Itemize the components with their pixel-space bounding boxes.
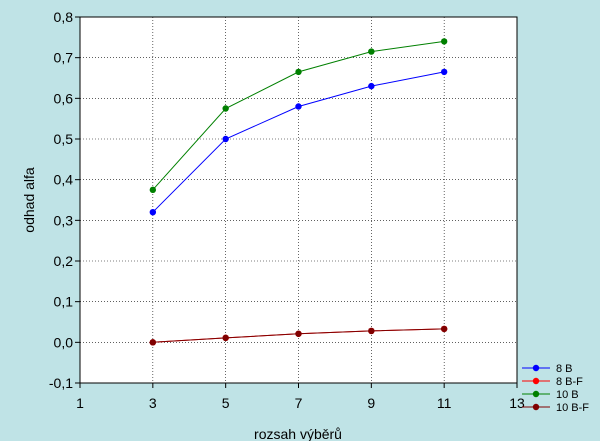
- legend-label: 10 B-F: [556, 402, 589, 414]
- legend-item: 8 B-F: [522, 376, 583, 388]
- y-tick-label: 0,7: [54, 50, 74, 66]
- data-point: [149, 339, 157, 346]
- data-point: [368, 327, 375, 335]
- legend-marker: [532, 364, 540, 372]
- data-point: [368, 82, 375, 90]
- x-tick-label: 11: [437, 395, 452, 411]
- x-tick-label: 7: [295, 395, 303, 411]
- y-axis-label: odhad alfa: [21, 167, 37, 233]
- y-tick-label: 0,4: [54, 172, 74, 188]
- series-10-b: [149, 38, 448, 194]
- legend-item: 10 B-F: [522, 402, 589, 414]
- x-tick-label: 13: [509, 395, 525, 411]
- y-tick-label: -0,1: [49, 375, 73, 391]
- y-tick-label: 0,6: [54, 90, 74, 106]
- y-axis-ticks: -0,1 0,0 0,1 0,2 0,3 0,4 0,5 0,6 0,7 0,8: [49, 9, 80, 391]
- y-tick-label: 0,2: [54, 253, 74, 269]
- x-tick-label: 1: [76, 395, 84, 411]
- y-tick-label: 0,3: [54, 212, 74, 228]
- legend-label: 8 B: [556, 363, 573, 375]
- series-10-b-f: [149, 325, 448, 346]
- data-point: [440, 325, 448, 333]
- data-point: [295, 103, 302, 110]
- legend-item: 8 B: [522, 363, 573, 375]
- data-point: [440, 38, 448, 45]
- y-tick-label: 0,8: [54, 9, 74, 25]
- legend-marker: [532, 403, 540, 411]
- x-axis-ticks: 1 3 5 7 9 11 13: [76, 383, 525, 411]
- data-point: [295, 330, 302, 337]
- data-point: [440, 68, 448, 76]
- y-tick-label: 0,0: [54, 334, 74, 350]
- series-8-b: [149, 68, 448, 216]
- data-point: [222, 135, 229, 143]
- x-tick-label: 5: [222, 395, 230, 411]
- legend-label: 10 B: [556, 389, 579, 401]
- x-tick-label: 9: [367, 395, 375, 411]
- x-tick-label: 3: [149, 395, 157, 411]
- x-axis-label: rozsah výběrů: [254, 426, 342, 441]
- series-group: [149, 38, 448, 346]
- data-point: [149, 209, 157, 216]
- legend-item: 10 B: [522, 389, 579, 401]
- legend-marker: [532, 377, 540, 385]
- data-point: [295, 68, 302, 76]
- legend-marker: [532, 390, 540, 398]
- legend-label: 8 B-F: [556, 376, 583, 388]
- y-tick-label: 0,5: [54, 131, 74, 147]
- data-point: [222, 105, 229, 112]
- data-point: [222, 334, 229, 342]
- data-point: [368, 48, 375, 55]
- y-tick-label: 0,1: [54, 294, 74, 310]
- data-point: [149, 186, 157, 194]
- legend: 8 B8 B-F10 B10 B-F: [522, 363, 589, 414]
